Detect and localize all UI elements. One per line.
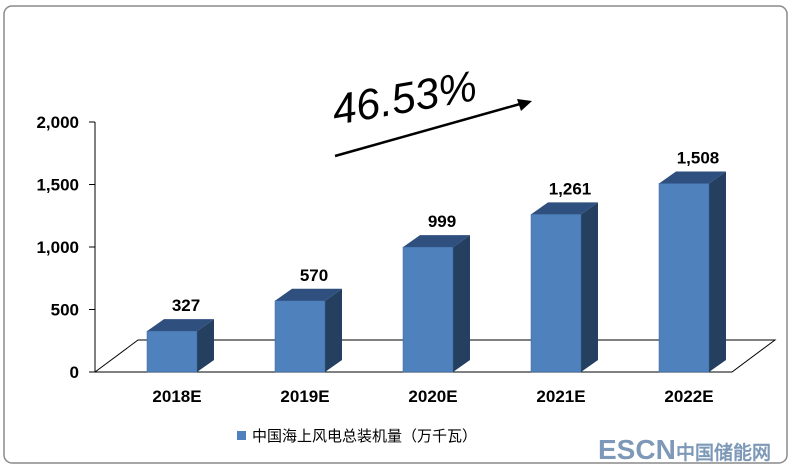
x-tick-label: 2021E <box>536 387 585 406</box>
bar-side <box>581 202 598 372</box>
bar-front <box>658 183 710 373</box>
bar-value-label: 327 <box>172 296 200 315</box>
bar-top <box>147 319 214 332</box>
bar-side <box>709 171 726 372</box>
legend-label: 中国海上风电总装机量（万千瓦） <box>252 427 477 445</box>
y-axis-ticks: 0 500 1,000 1,500 2,000 <box>36 113 95 382</box>
x-tick-label: 2020E <box>408 387 457 406</box>
bar-front <box>146 330 198 373</box>
bar-front <box>530 214 582 373</box>
watermark: ESCN 中国储能网 <box>598 434 771 465</box>
bar-2020E: 999 <box>402 212 470 373</box>
y-tick-label: 1,500 <box>36 176 79 195</box>
bar-2018E: 327 <box>146 296 214 373</box>
watermark-brand: ESCN <box>598 434 676 465</box>
bar-side <box>453 235 470 372</box>
y-tick-label: 2,000 <box>36 113 79 132</box>
bar-2022E: 1,508 <box>658 149 726 373</box>
bar-top <box>275 288 342 301</box>
x-tick-label: 2022E <box>664 387 713 406</box>
y-tick-label: 500 <box>51 301 79 320</box>
bars: 327 570 999 1,261 1,508 <box>146 149 726 373</box>
bar-front <box>402 246 454 373</box>
bar-top <box>531 202 598 215</box>
bar-side <box>325 288 342 372</box>
x-tick-label: 2019E <box>280 387 329 406</box>
legend: 中国海上风电总装机量（万千瓦） <box>237 427 477 445</box>
bar-value-label: 1,261 <box>549 179 592 198</box>
x-tick-label: 2018E <box>152 387 201 406</box>
y-tick-label: 0 <box>70 363 79 382</box>
bar-2019E: 570 <box>274 266 342 373</box>
bar-2021E: 1,261 <box>530 179 598 373</box>
bar-value-label: 1,508 <box>677 149 720 168</box>
bar-value-label: 570 <box>300 266 328 285</box>
y-tick-label: 1,000 <box>36 238 79 257</box>
bar-front <box>274 300 326 373</box>
bar-top <box>403 235 470 248</box>
x-axis-labels: 2018E 2019E 2020E 2021E 2022E <box>152 387 713 406</box>
bar-value-label: 999 <box>428 212 456 231</box>
bar-side <box>197 319 214 372</box>
growth-arrow-head <box>517 99 532 111</box>
watermark-text: 中国储能网 <box>676 441 771 464</box>
bar-top <box>659 171 726 184</box>
growth-arrow-shaft <box>334 102 521 158</box>
legend-swatch <box>237 431 246 440</box>
